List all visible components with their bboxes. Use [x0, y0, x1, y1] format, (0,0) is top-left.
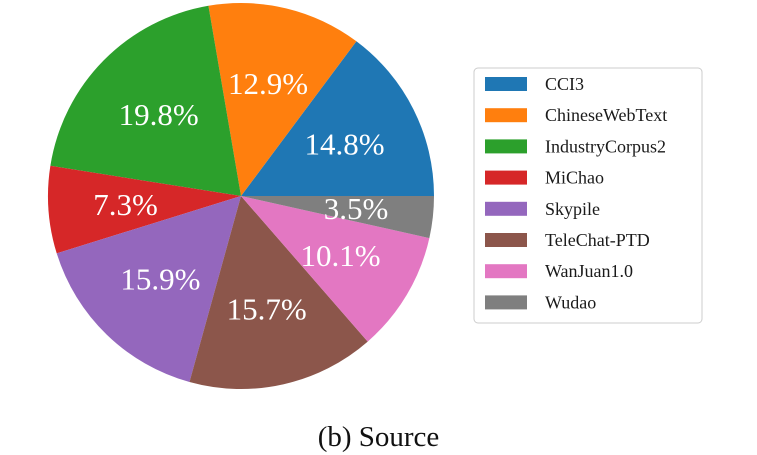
legend-swatch-industrycorpus2	[485, 139, 527, 154]
legend-swatch-skypile	[485, 201, 527, 216]
slice-label-chinesewebtext: 12.9%	[228, 66, 308, 101]
legend-swatch-wudao	[485, 295, 527, 310]
legend-label-skypile: Skypile	[545, 199, 600, 219]
legend-swatch-telechat-ptd	[485, 233, 527, 247]
legend-label-telechat-ptd: TeleChat-PTD	[545, 230, 650, 250]
legend-label-michao: MiChao	[545, 168, 604, 188]
legend-label-chinesewebtext: ChineseWebText	[545, 105, 667, 125]
slice-label-industrycorpus2: 19.8%	[119, 97, 199, 132]
legend-entries: CCI3 ChineseWebText IndustryCorpus2 MiChao S…	[485, 74, 667, 312]
slice-label-michao: 7.3%	[93, 187, 158, 222]
slice-label-telechat-ptd: 15.7%	[227, 291, 307, 326]
legend-label-cci3: CCI3	[545, 74, 584, 94]
legend-swatch-michao	[485, 170, 527, 185]
legend-box	[473, 67, 703, 324]
legend-swatch-chinesewebtext	[485, 108, 527, 123]
figure-caption: (b) Source	[317, 421, 440, 453]
pie-slice-cci3	[241, 41, 434, 196]
pie-slice-telechat-ptd	[189, 196, 368, 389]
pie-slice-chinesewebtext	[208, 2, 357, 196]
legend-swatch-wanjuan1-0	[485, 264, 527, 279]
slice-label-wudao: 3.5%	[324, 191, 389, 226]
slice-label-cci3: 14.8%	[304, 127, 384, 162]
legend-label-industrycorpus2: IndustryCorpus2	[545, 136, 666, 156]
pie-slice-michao	[48, 165, 241, 254]
pie-slices	[48, 2, 434, 389]
legend-label-wanjuan1-0: WanJuan1.0	[545, 261, 633, 281]
legend: CCI3 ChineseWebText IndustryCorpus2 MiChao S…	[473, 67, 703, 324]
legend-label-wudao: Wudao	[545, 292, 596, 312]
slice-label-wanjuan1-0: 10.1%	[300, 238, 380, 273]
pie-slice-labels: 14.8% 12.9% 19.8% 7.3% 15.9% 15.7% 10.1% 3.5%	[93, 66, 388, 327]
pie-slice-wudao	[241, 196, 434, 239]
legend-swatch-cci3	[485, 77, 527, 91]
slice-label-skypile: 15.9%	[120, 262, 200, 297]
pie-chart: 14.8% 12.9% 19.8% 7.3% 15.9% 15.7% 10.1% 3.5% C…	[48, 2, 703, 389]
pie-slice-industrycorpus2	[50, 5, 241, 196]
pie-slice-skypile	[56, 196, 241, 382]
pie-slice-wanjuan1-0	[241, 196, 430, 342]
